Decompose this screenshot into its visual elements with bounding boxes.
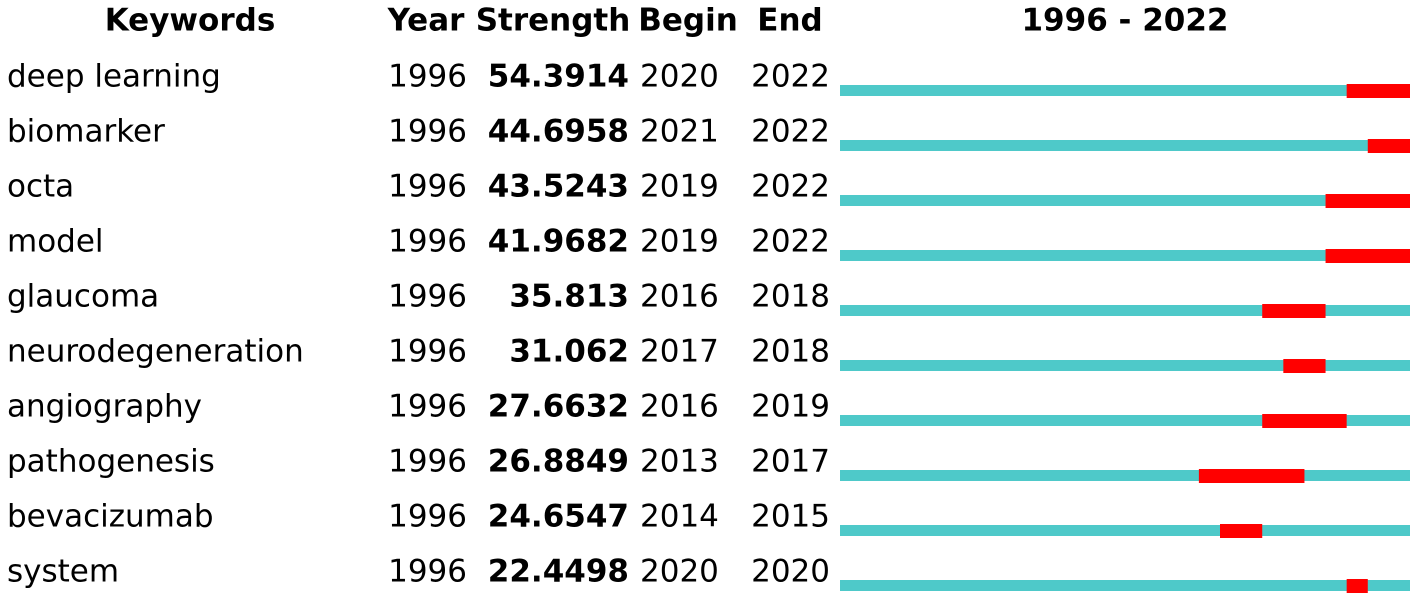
keyword: bevacizumab	[7, 499, 214, 535]
header-keywords: Keywords	[105, 3, 276, 39]
end: 2019	[751, 389, 830, 425]
timeline	[840, 85, 1410, 96]
end: 2017	[751, 444, 830, 480]
strength: 44.6958	[488, 114, 629, 150]
strength: 35.813	[509, 279, 629, 315]
begin: 2016	[640, 389, 719, 425]
end: 2022	[751, 59, 830, 95]
begin: 2020	[640, 554, 719, 590]
end: 2022	[751, 224, 830, 260]
keyword: octa	[7, 169, 74, 205]
burst	[1198, 469, 1305, 483]
begin: 2013	[640, 444, 719, 480]
burst	[1325, 249, 1410, 263]
strength: 41.9682	[488, 224, 629, 260]
timeline	[840, 140, 1410, 151]
header-end: End	[757, 3, 822, 39]
burst	[1283, 359, 1326, 373]
year: 1996	[388, 389, 467, 425]
year: 1996	[388, 444, 467, 480]
timeline	[840, 580, 1410, 591]
strength: 22.4498	[488, 554, 629, 590]
timeline	[840, 415, 1410, 426]
keyword: angiography	[7, 389, 202, 425]
end: 2015	[751, 499, 830, 535]
keyword: model	[7, 224, 104, 260]
burst	[1262, 304, 1326, 318]
begin: 2020	[640, 59, 719, 95]
keyword: pathogenesis	[7, 444, 215, 480]
timeline	[840, 525, 1410, 536]
begin: 2019	[640, 169, 719, 205]
strength: 43.5243	[488, 169, 629, 205]
year: 1996	[388, 499, 467, 535]
keyword: glaucoma	[7, 279, 159, 315]
year: 1996	[388, 279, 467, 315]
end: 2020	[751, 554, 830, 590]
strength: 26.8849	[488, 444, 629, 480]
begin: 2019	[640, 224, 719, 260]
strength: 24.6547	[488, 499, 629, 535]
burst	[1346, 579, 1368, 593]
keyword: system	[7, 554, 119, 590]
burst	[1367, 139, 1410, 153]
timeline	[840, 250, 1410, 261]
strength: 54.3914	[488, 59, 629, 95]
end: 2022	[751, 169, 830, 205]
begin: 2017	[640, 334, 719, 370]
strength: 27.6632	[488, 389, 629, 425]
end: 2018	[751, 279, 830, 315]
end: 2022	[751, 114, 830, 150]
year: 1996	[388, 169, 467, 205]
timeline	[840, 470, 1410, 481]
burst	[1262, 414, 1347, 428]
keyword: neurodegeneration	[7, 334, 304, 370]
year: 1996	[388, 334, 467, 370]
timeline	[840, 305, 1410, 316]
strength: 31.062	[509, 334, 629, 370]
begin: 2014	[640, 499, 719, 535]
year: 1996	[388, 554, 467, 590]
burst	[1220, 524, 1263, 538]
header-year: Year	[387, 3, 466, 39]
year: 1996	[388, 224, 467, 260]
header-strength: Strength	[476, 3, 631, 39]
timeline	[840, 195, 1410, 206]
year: 1996	[388, 59, 467, 95]
end: 2018	[751, 334, 830, 370]
burst	[1325, 194, 1410, 208]
burst	[1346, 84, 1410, 98]
keyword: biomarker	[7, 114, 165, 150]
keyword: deep learning	[7, 59, 221, 95]
begin: 2016	[640, 279, 719, 315]
begin: 2021	[640, 114, 719, 150]
header-begin: Begin	[638, 3, 738, 39]
year: 1996	[388, 114, 467, 150]
header-range: 1996 - 2022	[1021, 3, 1228, 39]
timeline	[840, 360, 1410, 371]
